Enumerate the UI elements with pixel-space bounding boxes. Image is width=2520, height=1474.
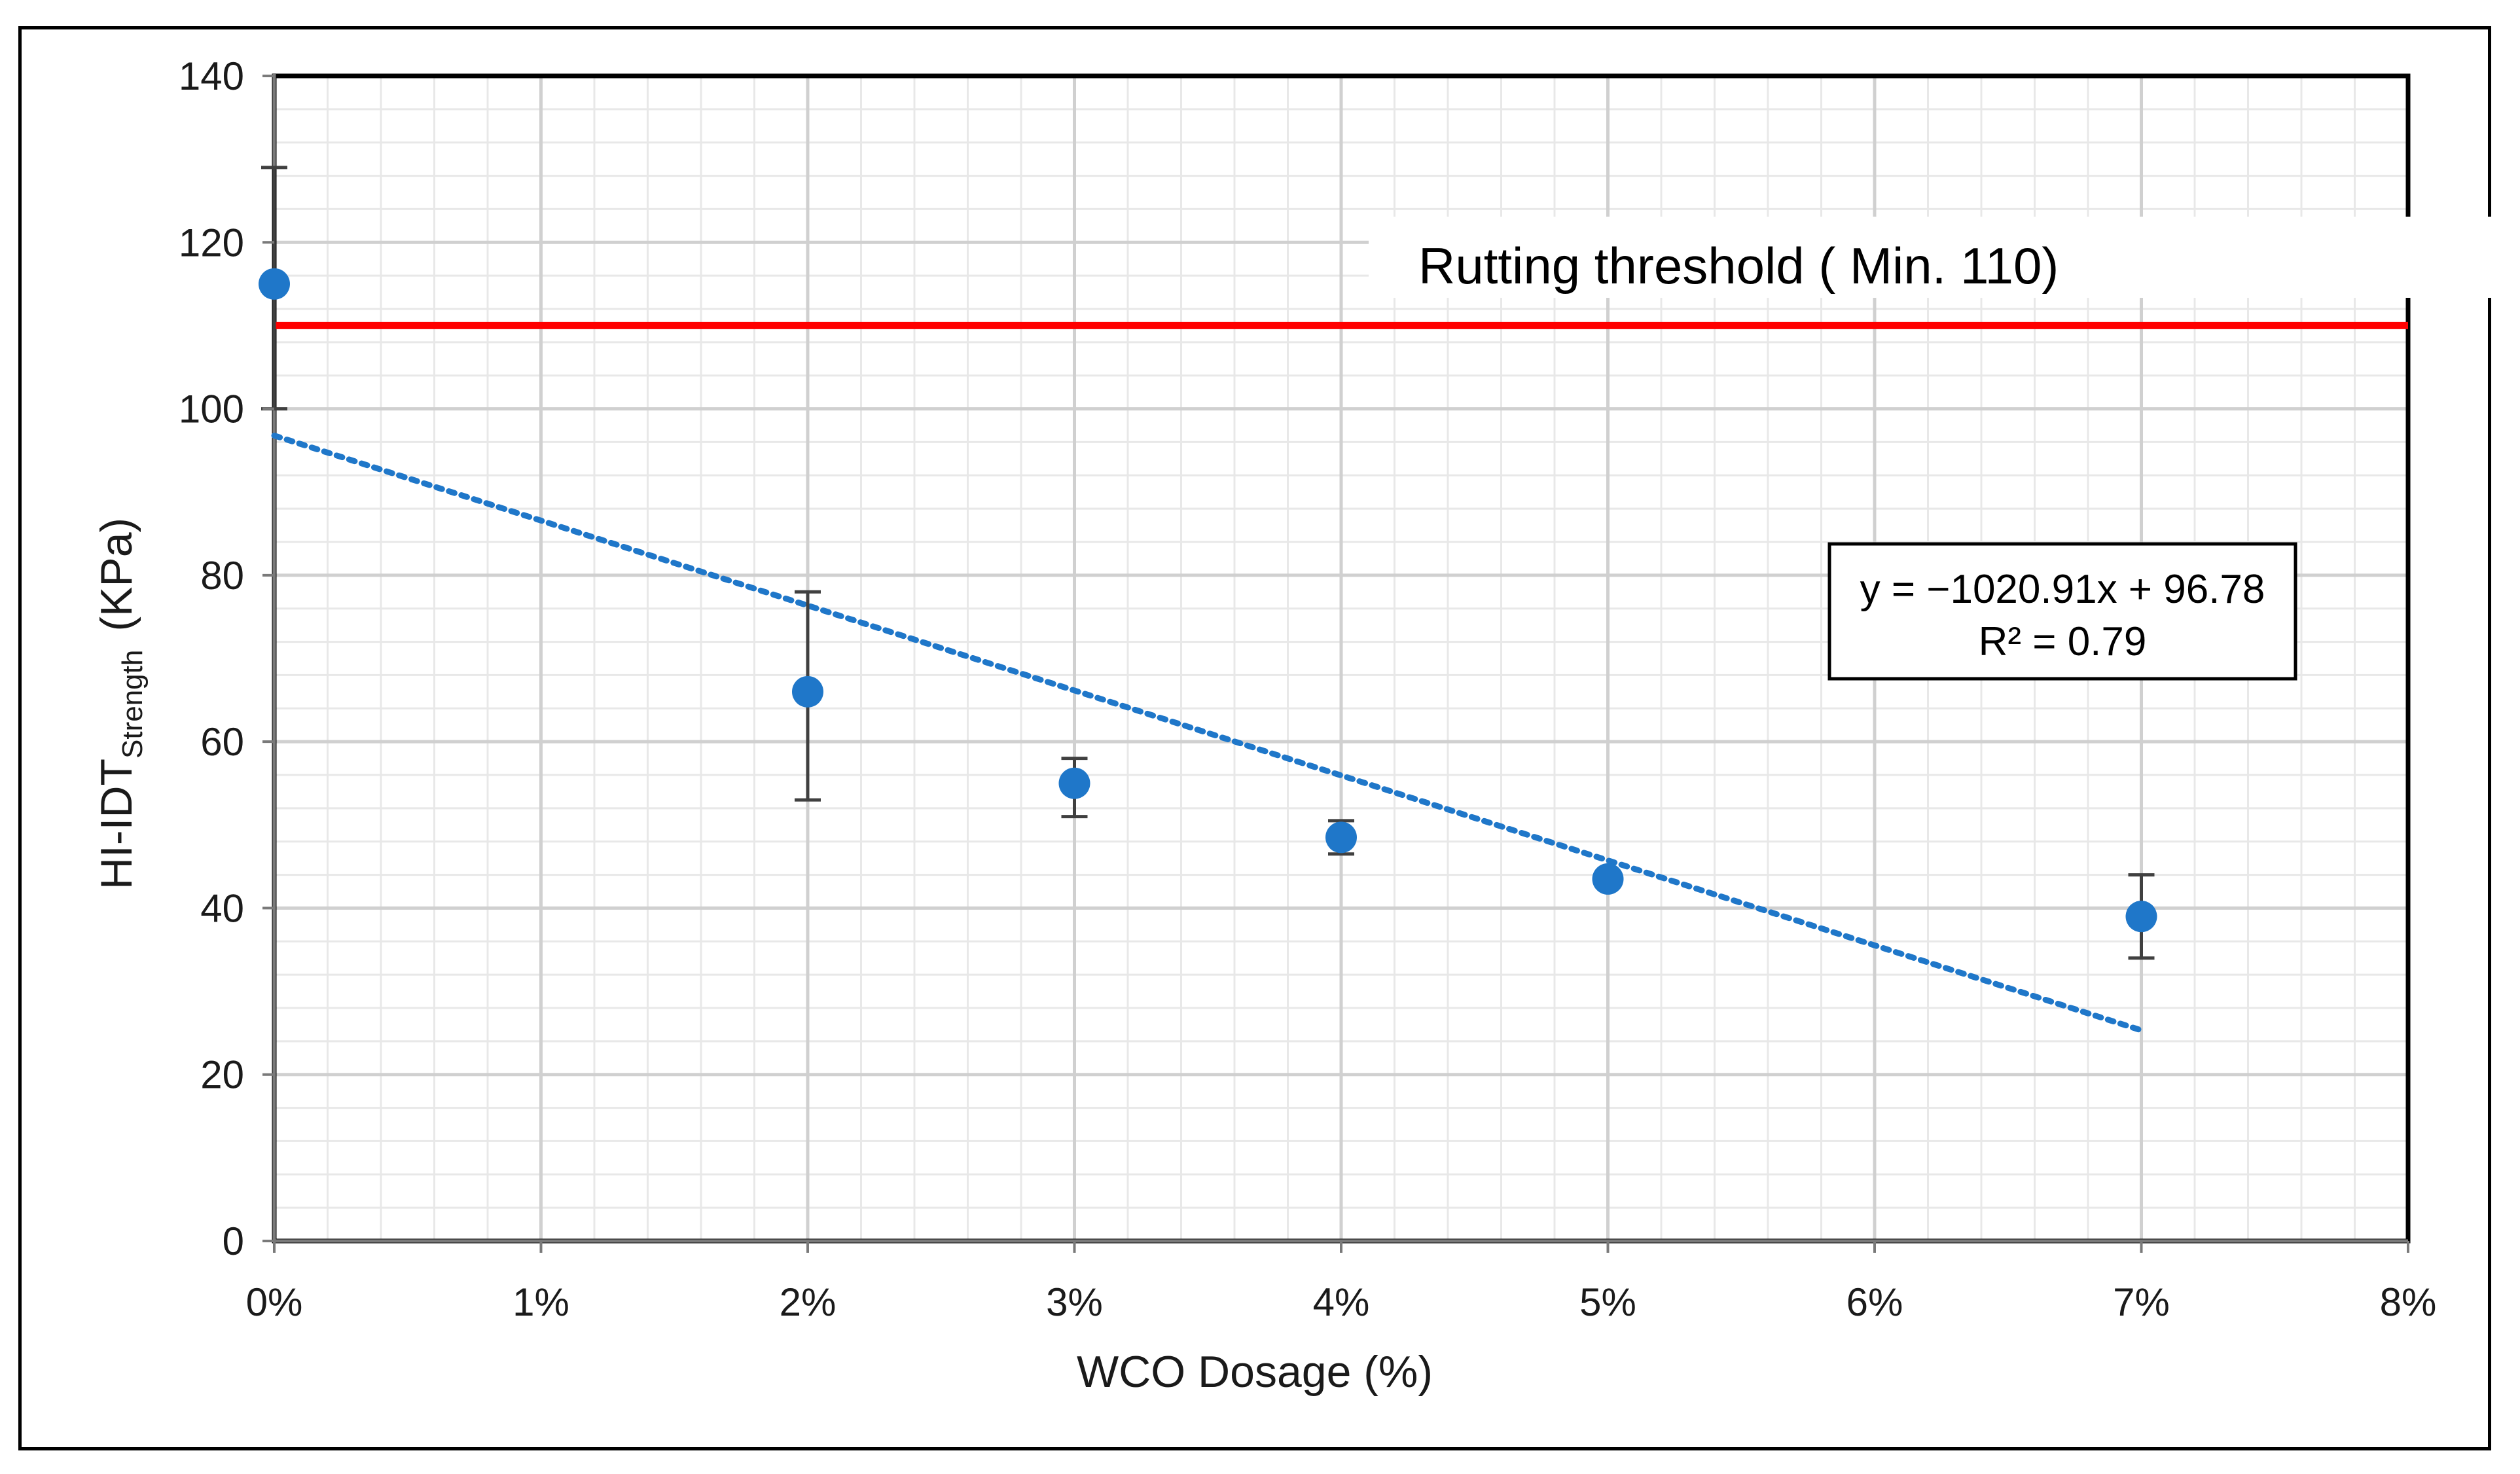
y-tick-label: 80 [200, 554, 244, 598]
x-tick-label: 0% [246, 1280, 303, 1324]
trendline-r-squared: R² = 0.79 [1979, 619, 2147, 664]
y-axis-title-sub: Strength [117, 650, 149, 759]
x-tick-label: 7% [2113, 1280, 2170, 1324]
data-point [259, 268, 290, 300]
y-axis-title: HI-IDTStrength (KPa) [92, 518, 149, 890]
data-point [2125, 901, 2157, 933]
threshold-label: Rutting threshold ( Min. 110) [1418, 237, 2059, 295]
ticks-layer: 0 20 40 60 80 100 120 140 0% 1% 2% 3% 4% 5% 6% 7% 8% [179, 54, 2436, 1324]
equation-box [1827, 542, 2297, 681]
x-tick-label: 3% [1046, 1280, 1103, 1324]
y-tick-label: 40 [200, 886, 244, 930]
data-point [792, 675, 823, 708]
chart: 0 20 40 60 80 100 120 140 0% 1% 2% 3% 4% 5% 6% 7% 8% Rut… [92, 54, 2494, 1397]
x-tick-label: 2% [780, 1280, 837, 1324]
data-point [1325, 821, 1357, 854]
y-tick-label: 20 [200, 1053, 244, 1097]
trendline [271, 433, 2144, 1034]
data-point [1592, 863, 1624, 895]
x-axis-title: WCO Dosage (%) [1077, 1347, 1433, 1397]
trend-layer [271, 433, 2144, 1034]
y-tick-label: 140 [179, 54, 244, 98]
trendline-equation: y = −1020.91x + 96.78 [1860, 567, 2265, 612]
x-tick-label: 1% [513, 1280, 569, 1324]
chart-frame: 0 20 40 60 80 100 120 140 0% 1% 2% 3% 4% 5% 6% 7% 8% Rut… [18, 26, 2494, 1450]
points-layer [259, 166, 2157, 960]
x-tick-label: 8% [2380, 1280, 2437, 1324]
y-axis-title-main: HI-IDT [92, 759, 141, 890]
y-tick-label: 100 [179, 387, 244, 431]
x-tick-label: 4% [1313, 1280, 1370, 1324]
y-tick-label: 0 [223, 1219, 244, 1263]
x-tick-label: 6% [1846, 1280, 1903, 1324]
y-axis-title-unit: (KPa) [92, 518, 141, 632]
threshold-label-box [1369, 217, 2494, 298]
x-tick-label: 5% [1579, 1280, 1636, 1324]
y-tick-label: 60 [200, 720, 244, 764]
y-tick-label: 120 [179, 221, 244, 264]
data-point [1058, 767, 1090, 799]
